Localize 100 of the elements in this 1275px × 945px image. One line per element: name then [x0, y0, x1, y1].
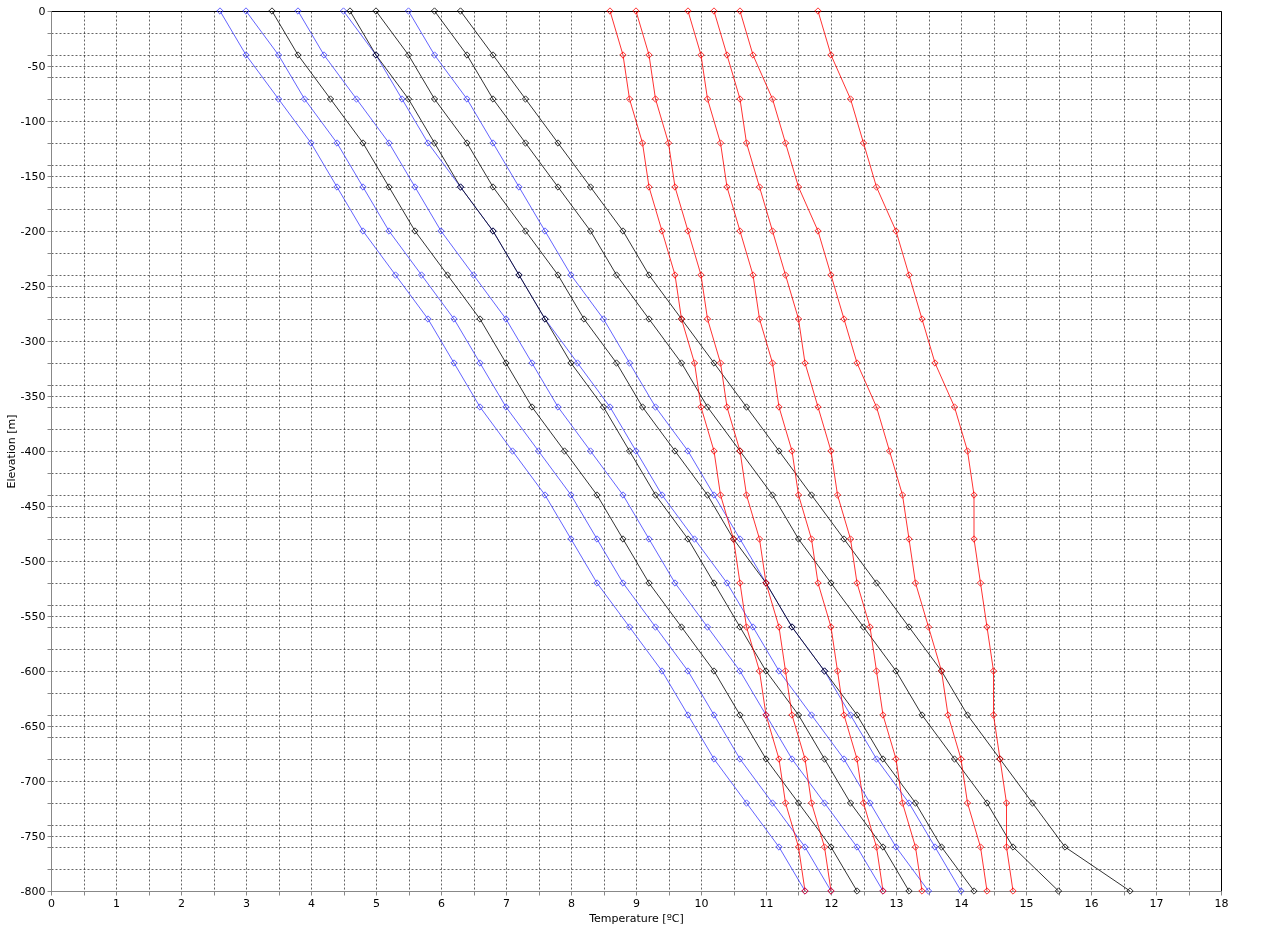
point — [710, 359, 718, 367]
x-tick-label: 7 — [503, 896, 510, 910]
point — [911, 579, 920, 587]
point — [885, 447, 894, 455]
point — [612, 359, 621, 367]
point — [684, 7, 692, 15]
point — [619, 51, 627, 59]
point — [599, 403, 608, 411]
point — [736, 95, 744, 103]
point — [385, 183, 393, 191]
x-tick-label: 12 — [824, 896, 839, 910]
point — [736, 7, 744, 15]
x-tick-label: 15 — [1019, 896, 1034, 910]
point — [963, 799, 972, 807]
point — [463, 95, 471, 103]
point — [333, 139, 341, 147]
point — [684, 447, 692, 455]
point — [736, 755, 744, 763]
point — [898, 491, 907, 499]
point — [677, 623, 686, 631]
point — [762, 755, 770, 763]
point — [697, 403, 705, 411]
point — [424, 315, 432, 323]
point — [411, 227, 419, 235]
point — [749, 51, 757, 59]
point — [274, 51, 283, 59]
point — [768, 799, 777, 807]
point — [736, 227, 744, 235]
point — [463, 139, 471, 147]
point — [359, 139, 367, 147]
point — [963, 447, 972, 455]
point — [755, 315, 764, 323]
point — [976, 579, 985, 587]
point — [781, 799, 790, 807]
point — [905, 535, 913, 543]
x-tick-label: 13 — [889, 896, 904, 910]
point — [216, 7, 224, 15]
y-tick-label: -400 — [20, 444, 46, 458]
point — [820, 755, 829, 763]
point — [651, 491, 660, 499]
point — [853, 887, 861, 895]
point — [736, 579, 744, 587]
point — [476, 359, 484, 367]
point — [411, 183, 419, 191]
point — [242, 51, 250, 59]
point — [1054, 887, 1063, 895]
x-axis-title: Temperature [ºC] — [588, 911, 684, 925]
point — [690, 535, 699, 543]
point — [606, 403, 614, 411]
y-tick-label: -700 — [20, 774, 46, 788]
point — [632, 447, 640, 455]
point — [924, 887, 933, 895]
point — [352, 95, 361, 103]
point — [950, 755, 959, 763]
point — [586, 183, 595, 191]
point — [983, 799, 991, 807]
point — [645, 271, 653, 279]
point — [703, 315, 712, 323]
point — [300, 95, 309, 103]
point — [853, 711, 861, 719]
point — [905, 271, 913, 279]
point — [807, 711, 816, 719]
point — [274, 95, 283, 103]
y-tick-label: -50 — [27, 59, 46, 73]
y-tick-label: -200 — [20, 224, 46, 238]
y-tick-label: -450 — [20, 499, 46, 513]
point — [768, 95, 777, 103]
point — [268, 7, 276, 15]
point — [755, 667, 764, 675]
point — [814, 579, 822, 587]
y-tick-label: -250 — [20, 279, 46, 293]
point — [814, 227, 822, 235]
point — [430, 95, 439, 103]
point — [710, 667, 718, 675]
point — [827, 271, 835, 279]
x-tick-label: 16 — [1084, 896, 1099, 910]
point — [625, 359, 634, 367]
point — [703, 95, 712, 103]
point — [879, 711, 887, 719]
point — [1002, 843, 1011, 851]
point — [430, 7, 439, 15]
x-tick-label: 0 — [48, 896, 55, 910]
point — [807, 491, 816, 499]
point — [950, 403, 959, 411]
point — [573, 359, 582, 367]
point — [736, 711, 744, 719]
point — [983, 887, 991, 895]
point — [898, 799, 907, 807]
point — [742, 139, 751, 147]
point — [781, 667, 790, 675]
point — [801, 755, 809, 763]
point — [450, 315, 458, 323]
point — [872, 755, 881, 763]
point — [294, 51, 302, 59]
point — [723, 403, 731, 411]
point — [963, 711, 972, 719]
point — [775, 843, 783, 851]
point — [469, 271, 478, 279]
point — [918, 711, 926, 719]
point — [567, 491, 575, 499]
